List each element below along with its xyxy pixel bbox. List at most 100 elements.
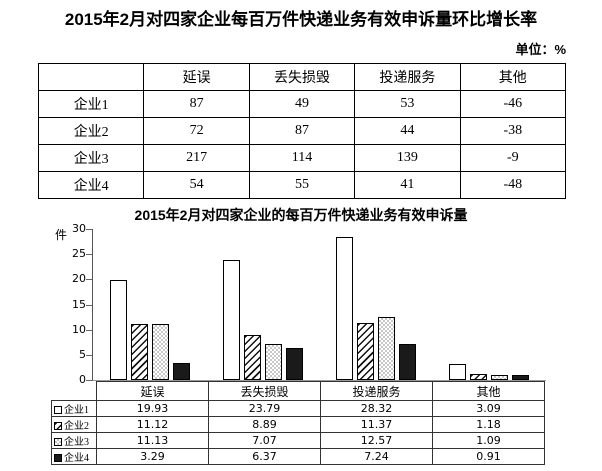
growth-cell: -46 — [459, 90, 567, 118]
table-row: 企业4 54 55 41 -48 — [37, 171, 567, 199]
bar-企业4-其他 — [512, 375, 530, 380]
y-tick-label: 30 — [72, 222, 86, 235]
growth-cell: 53 — [354, 90, 461, 118]
category-header: 其他 — [432, 381, 545, 401]
bar-企业1-其他 — [449, 364, 467, 380]
data-value-cell: 1.18 — [432, 416, 545, 433]
bar-企业4-延误 — [172, 363, 190, 380]
growth-cell: 114 — [248, 144, 356, 172]
growth-cell: 54 — [143, 171, 250, 199]
data-value-cell: 6.37 — [208, 448, 321, 465]
data-value-cell: 8.89 — [208, 416, 321, 433]
bar-企业1-丢失损毁 — [222, 260, 240, 380]
bar-企业3-其他 — [491, 375, 509, 380]
growth-cell: -38 — [459, 117, 567, 145]
y-tick-label: 10 — [72, 322, 86, 336]
legend-label: 企业2 — [64, 421, 89, 432]
growth-row-label: 企业4 — [37, 171, 145, 199]
unit-label: 单位：% — [515, 42, 566, 57]
legend-swatch-企业2 — [54, 422, 62, 430]
growth-cell: 72 — [143, 117, 250, 145]
y-tick-mark — [86, 254, 92, 256]
bar-企业2-延误 — [130, 324, 148, 380]
data-value-cell: 1.09 — [432, 432, 545, 449]
legend-entry: 企业2 — [51, 416, 97, 433]
y-tick-label: 25 — [72, 247, 86, 261]
data-value-cell: 3.09 — [432, 400, 545, 417]
legend-entry: 企业1 — [51, 400, 97, 417]
y-tick-label: 20 — [72, 272, 86, 286]
legend-label: 企业3 — [64, 437, 89, 448]
legend-entry: 企业4 — [51, 448, 97, 465]
data-value-cell: 28.32 — [320, 400, 433, 417]
growth-col-header: 延误 — [143, 63, 250, 91]
bar-企业4-丢失损毁 — [285, 348, 303, 380]
legend-swatch-企业3 — [54, 438, 62, 446]
growth-table-header: 延误 丢失损毁 投递服务 其他 — [37, 63, 567, 91]
growth-col-header: 其他 — [459, 63, 567, 91]
data-value-cell: 11.37 — [320, 416, 433, 433]
growth-cell: 87 — [143, 90, 250, 118]
bar-企业3-丢失损毁 — [264, 344, 282, 380]
data-table-row: 企业1 19.93 23.79 28.32 3.09 — [51, 400, 545, 417]
chart-data-table-body: 延误 丢失损毁 投递服务 其他企业1 19.93 23.79 28.32 3.09 企业2 11.… — [51, 381, 545, 465]
data-value-cell: 3.29 — [96, 448, 209, 465]
growth-cell: 217 — [143, 144, 250, 172]
growth-cell: 49 — [248, 90, 356, 118]
data-value-cell: 19.93 — [96, 400, 209, 417]
legend-label: 企业1 — [64, 405, 89, 416]
bar-企业1-延误 — [109, 280, 127, 380]
bar-企业4-投递服务 — [399, 344, 417, 380]
data-value-cell: 11.13 — [96, 432, 209, 449]
data-value-cell: 23.79 — [208, 400, 321, 417]
y-tick-mark — [86, 304, 92, 306]
legend-label: 企业4 — [64, 453, 89, 464]
y-tick-mark — [86, 229, 92, 230]
growth-row-label: 企业2 — [37, 117, 145, 145]
growth-cell: 87 — [248, 117, 356, 145]
y-tick-label: 15 — [72, 297, 86, 311]
bar-企业3-延误 — [151, 324, 169, 380]
y-axis-unit-label: 件 — [55, 228, 68, 242]
growth-header-row: 延误 丢失损毁 投递服务 其他 — [37, 63, 567, 91]
growth-cell: -48 — [459, 171, 567, 199]
bar-企业2-投递服务 — [357, 323, 375, 380]
table-row: 企业3 217 114 139 -9 — [37, 144, 567, 172]
growth-table-body: 企业1 87 49 53 -46 企业2 72 87 44 -38 企业3 217 114 139 -9 企业… — [37, 90, 567, 199]
y-tick-label: 5 — [79, 347, 86, 361]
growth-col-header: 投递服务 — [354, 63, 461, 91]
data-value-cell: 11.12 — [96, 416, 209, 433]
growth-cell: 44 — [354, 117, 461, 145]
data-table-row: 企业2 11.12 8.89 11.37 1.18 — [51, 416, 545, 433]
data-table-header-row: 延误 丢失损毁 投递服务 其他 — [52, 381, 545, 401]
bar-企业2-丢失损毁 — [243, 335, 261, 380]
growth-cell: 139 — [354, 144, 461, 172]
legend-swatch-企业1 — [54, 406, 62, 414]
chart-title: 2015年2月对四家企业的每百万件快递业务有效申诉量 — [134, 207, 468, 223]
growth-rate-table: 延误 丢失损毁 投递服务 其他 企业1 87 49 53 -46 企业2 72 87 44 -38 企业3… — [37, 63, 567, 199]
y-tick-mark — [86, 380, 92, 381]
legend-entry: 企业3 — [51, 432, 97, 449]
growth-cell: -9 — [459, 144, 567, 172]
page-title: 2015年2月对四家企业每百万件快递业务有效申诉量环比增长率 — [64, 10, 538, 29]
growth-row-label: 企业1 — [37, 90, 145, 118]
y-tick-label: 0 — [79, 373, 86, 386]
bar-企业2-其他 — [470, 374, 488, 380]
data-table-row: 企业4 3.29 6.37 7.24 0.91 — [51, 448, 545, 465]
category-header: 丢失损毁 — [208, 381, 321, 401]
chart-data-table: 延误 丢失损毁 投递服务 其他企业1 19.93 23.79 28.32 3.09 企业2 11.… — [51, 381, 545, 465]
growth-cell: 55 — [248, 171, 356, 199]
growth-cell: 41 — [354, 171, 461, 199]
table-row: 企业1 87 49 53 -46 — [37, 90, 567, 118]
data-table-row: 企业3 11.13 7.07 12.57 1.09 — [51, 432, 545, 449]
data-value-cell: 12.57 — [320, 432, 433, 449]
category-header: 投递服务 — [320, 381, 433, 401]
category-header: 延误 — [96, 381, 209, 401]
data-value-cell: 7.24 — [320, 448, 433, 465]
bar-企业3-投递服务 — [378, 317, 396, 380]
legend-swatch-企业4 — [54, 454, 62, 462]
plot-area — [92, 229, 546, 381]
y-tick-mark — [86, 329, 92, 331]
growth-row-label: 企业3 — [37, 144, 145, 172]
